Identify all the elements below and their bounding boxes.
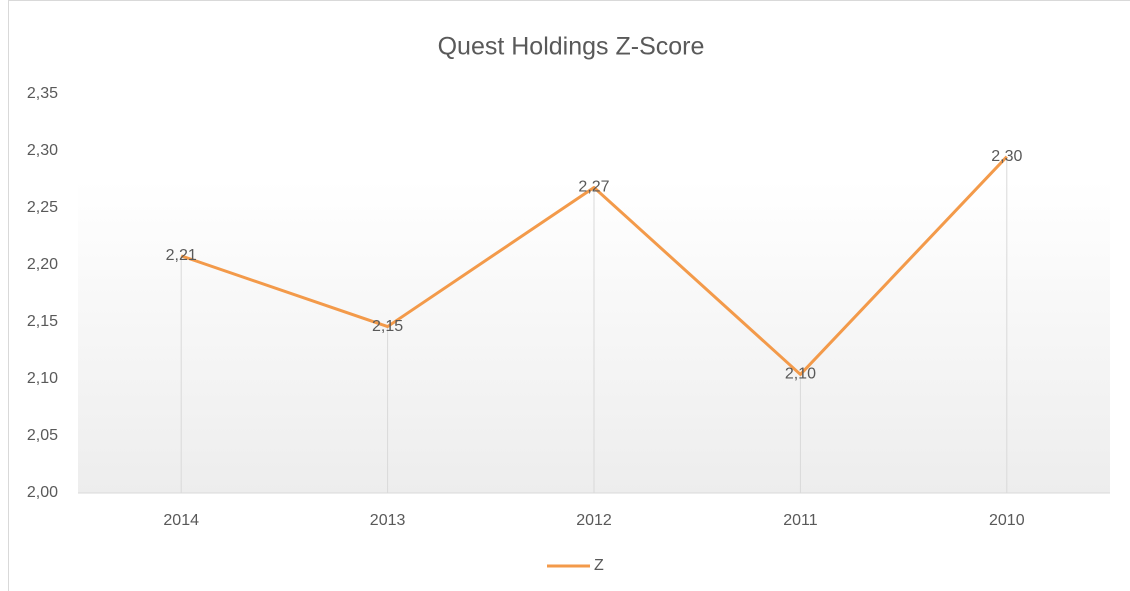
x-tick-label: 2013	[370, 512, 406, 529]
x-tick-label: 2010	[989, 512, 1025, 529]
data-label: 2,15	[372, 318, 403, 335]
series-line	[180, 155, 1008, 376]
x-tick-label: 2014	[163, 512, 199, 529]
y-tick-label: 2,05	[27, 427, 58, 444]
data-label: 2,10	[785, 366, 816, 383]
y-tick-label: 2,25	[27, 199, 58, 216]
y-tick-label: 2,15	[27, 313, 58, 330]
data-label: 2,27	[578, 179, 609, 196]
y-tick-label: 2,20	[27, 256, 58, 273]
y-tick-label: 2,30	[27, 142, 58, 159]
y-tick-label: 2,10	[27, 370, 58, 387]
legend-label: Z	[594, 557, 604, 574]
x-tick-label: 2011	[783, 512, 818, 529]
y-tick-label: 2,00	[27, 484, 58, 501]
data-label: 2,21	[166, 247, 197, 264]
data-label: 2,30	[991, 148, 1022, 165]
y-tick-label: 2,35	[27, 85, 58, 102]
chart-title: Quest Holdings Z-Score	[438, 33, 705, 61]
x-tick-label: 2012	[576, 512, 612, 529]
